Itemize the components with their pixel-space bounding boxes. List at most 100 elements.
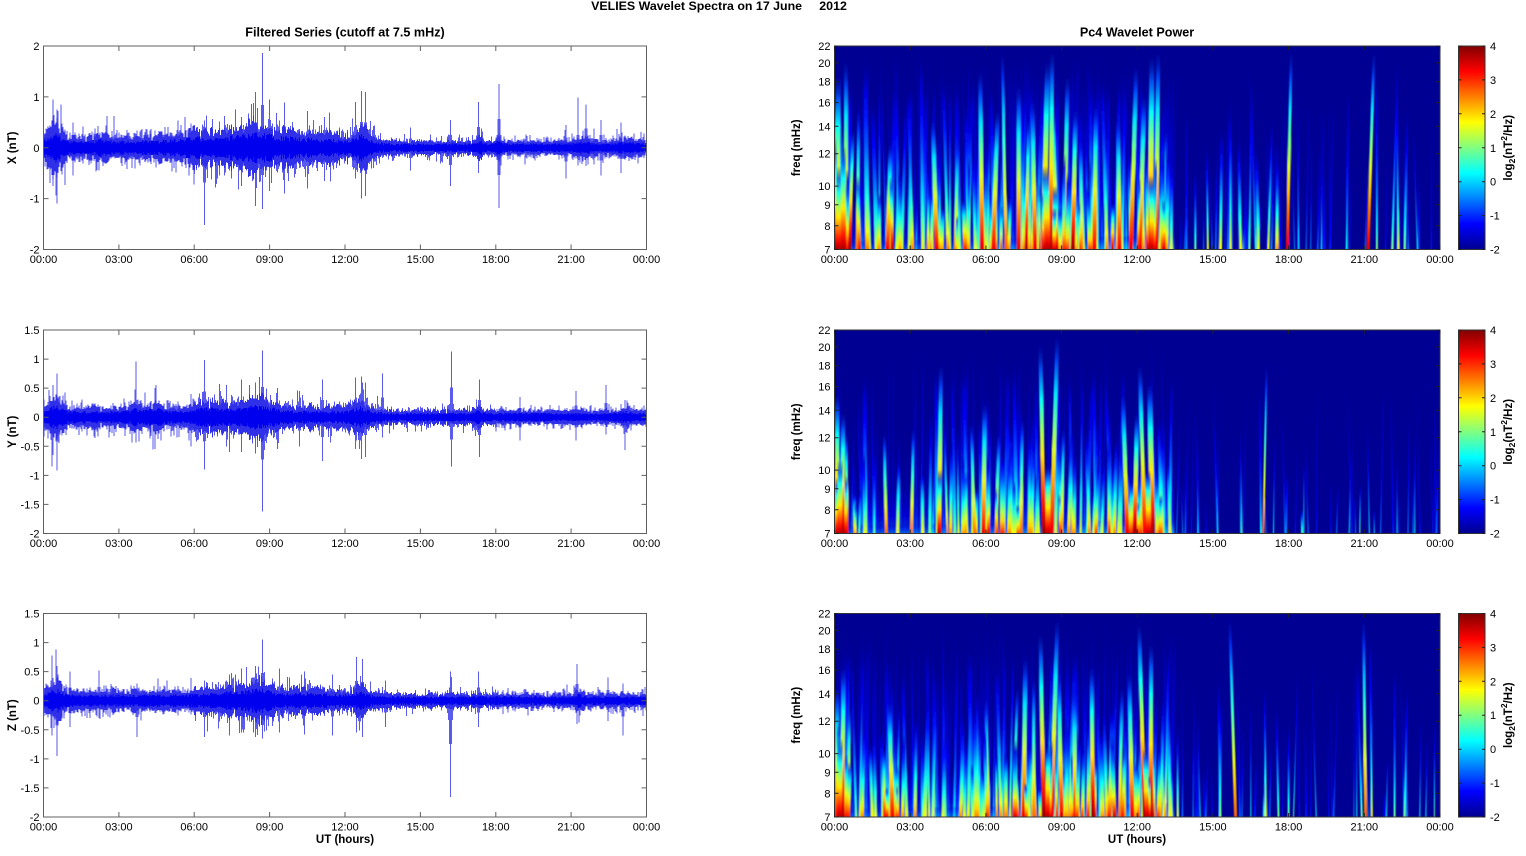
svg-text:20: 20 [818,342,830,354]
svg-text:3: 3 [1490,359,1496,371]
svg-text:2: 2 [1490,109,1496,121]
svg-text:10: 10 [818,749,830,761]
svg-text:8: 8 [824,505,830,517]
svg-text:03:00: 03:00 [896,538,924,550]
svg-text:14: 14 [818,121,830,133]
svg-text:4: 4 [1490,325,1496,337]
svg-text:18:00: 18:00 [1275,822,1303,834]
svg-text:log2(nT2/Hz): log2(nT2/Hz) [1499,115,1517,181]
svg-text:00:00: 00:00 [30,254,58,266]
svg-text:0: 0 [1490,177,1496,189]
svg-text:-1: -1 [30,470,40,482]
svg-text:06:00: 06:00 [972,254,1000,266]
svg-text:21:00: 21:00 [1351,254,1379,266]
svg-text:12:00: 12:00 [1123,538,1151,550]
svg-text:21:00: 21:00 [557,822,585,834]
svg-text:14: 14 [818,689,830,701]
svg-text:12:00: 12:00 [1123,822,1151,834]
svg-text:-1.5: -1.5 [21,783,40,795]
svg-text:X (nT): X (nT) [7,131,19,164]
svg-text:18:00: 18:00 [1275,254,1303,266]
svg-text:12:00: 12:00 [331,538,359,550]
svg-text:22: 22 [818,325,830,337]
svg-text:03:00: 03:00 [105,822,133,834]
svg-text:22: 22 [818,41,830,53]
svg-text:0: 0 [33,143,39,155]
svg-text:10: 10 [818,181,830,193]
svg-text:00:00: 00:00 [1426,822,1454,834]
svg-text:12:00: 12:00 [331,254,359,266]
svg-text:1.5: 1.5 [24,325,39,337]
svg-text:log2(nT2/Hz): log2(nT2/Hz) [1499,399,1517,465]
svg-text:-2: -2 [30,812,40,824]
svg-text:Filtered Series (cutoff at 7.5: Filtered Series (cutoff at 7.5 mHz) [245,26,444,40]
svg-text:12: 12 [818,433,830,445]
svg-text:freq (mHz): freq (mHz) [791,119,803,176]
svg-text:22: 22 [818,609,830,621]
svg-text:-2: -2 [30,529,40,541]
svg-text:2: 2 [1490,676,1496,688]
svg-text:0: 0 [33,412,39,424]
svg-text:06:00: 06:00 [180,254,208,266]
svg-text:09:00: 09:00 [256,254,284,266]
svg-text:03:00: 03:00 [105,538,133,550]
svg-text:21:00: 21:00 [1351,822,1379,834]
svg-text:2: 2 [33,41,39,53]
svg-text:-1.5: -1.5 [21,499,40,511]
svg-text:00:00: 00:00 [633,254,661,266]
svg-text:20: 20 [818,625,830,637]
svg-text:00:00: 00:00 [30,538,58,550]
svg-text:9: 9 [824,484,830,496]
svg-text:15:00: 15:00 [407,822,435,834]
svg-text:1: 1 [33,638,39,650]
svg-text:06:00: 06:00 [180,538,208,550]
svg-text:3: 3 [1490,75,1496,87]
svg-text:14: 14 [818,405,830,417]
svg-text:-1: -1 [30,194,40,206]
svg-text:1.5: 1.5 [24,609,39,621]
svg-text:03:00: 03:00 [896,822,924,834]
svg-text:0.5: 0.5 [24,667,39,679]
svg-text:Z (nT): Z (nT) [7,699,19,731]
svg-text:1: 1 [33,354,39,366]
svg-text:06:00: 06:00 [180,822,208,834]
svg-text:8: 8 [824,221,830,233]
svg-text:-0.5: -0.5 [21,441,40,453]
svg-text:2: 2 [1490,393,1496,405]
svg-text:0: 0 [1490,461,1496,473]
svg-text:-2: -2 [1490,529,1500,541]
svg-text:1: 1 [1490,143,1496,155]
svg-text:00:00: 00:00 [633,822,661,834]
svg-text:21:00: 21:00 [557,538,585,550]
svg-text:16: 16 [818,382,830,394]
svg-text:18:00: 18:00 [482,254,510,266]
svg-text:3: 3 [1490,642,1496,654]
svg-text:0: 0 [33,696,39,708]
svg-text:12:00: 12:00 [331,822,359,834]
svg-text:-2: -2 [1490,245,1500,257]
svg-text:00:00: 00:00 [30,822,58,834]
svg-text:09:00: 09:00 [256,538,284,550]
svg-text:00:00: 00:00 [1426,538,1454,550]
svg-text:00:00: 00:00 [821,538,849,550]
svg-text:00:00: 00:00 [821,254,849,266]
svg-text:-2: -2 [30,245,40,257]
svg-text:06:00: 06:00 [972,538,1000,550]
svg-text:15:00: 15:00 [407,254,435,266]
svg-text:03:00: 03:00 [105,254,133,266]
svg-text:4: 4 [1490,609,1496,621]
svg-text:16: 16 [818,98,830,110]
svg-text:15:00: 15:00 [1199,254,1227,266]
svg-text:18: 18 [818,77,830,89]
svg-text:00:00: 00:00 [633,538,661,550]
svg-text:Y (nT): Y (nT) [7,415,19,448]
svg-text:12: 12 [818,716,830,728]
svg-text:UT (hours): UT (hours) [1108,834,1166,846]
svg-text:Pc4 Wavelet Power: Pc4 Wavelet Power [1080,26,1194,40]
svg-text:12:00: 12:00 [1123,254,1151,266]
svg-text:16: 16 [818,665,830,677]
svg-text:09:00: 09:00 [256,822,284,834]
svg-text:15:00: 15:00 [1199,822,1227,834]
svg-text:-1: -1 [1490,211,1500,223]
svg-text:log2(nT2/Hz): log2(nT2/Hz) [1499,682,1517,748]
